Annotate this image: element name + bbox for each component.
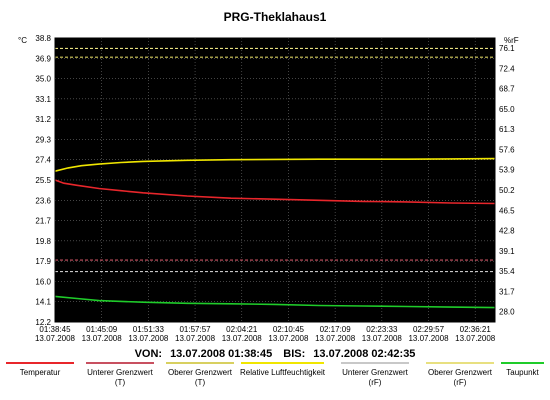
x-tick-date-label: 13.07.2008 <box>128 334 169 343</box>
legend-label: Temperatur <box>19 368 61 377</box>
plot-border <box>54 37 496 323</box>
range-to-value: 13.07.2008 02:42:35 <box>313 348 416 360</box>
legend-label-sub: (T) <box>114 378 126 387</box>
legend-swatch <box>86 362 154 364</box>
right-tick-label: 46.5 <box>499 206 515 215</box>
right-tick-label: 68.7 <box>499 85 515 94</box>
right-tick-label: 28.0 <box>499 308 515 317</box>
legend-item-relative-luftfeuchtigkeit: Relative Luftfeuchtigkeit <box>235 362 330 378</box>
series-line-3 <box>54 157 496 172</box>
left-tick-label: 38.8 <box>35 34 51 43</box>
left-tick-label: 21.7 <box>35 217 51 226</box>
legend-item-oberer-grenzwert-rf: Oberer Grenzwert (rF) <box>420 362 500 388</box>
x-tick-time-label: 02:36:21 <box>460 325 492 334</box>
x-tick-date-label: 13.07.2008 <box>35 334 76 343</box>
range-from-value: 13.07.2008 01:38:45 <box>170 348 273 360</box>
left-tick-label: 29.3 <box>35 135 51 144</box>
x-tick-date-label: 13.07.2008 <box>82 334 123 343</box>
x-tick-date-label: 13.07.2008 <box>408 334 449 343</box>
x-tick-time-label: 02:17:09 <box>320 325 352 334</box>
left-tick-label: 17.9 <box>35 257 51 266</box>
left-tick-label: 16.0 <box>35 277 51 286</box>
legend-label: Oberer Grenzwert <box>167 368 233 377</box>
x-tick-time-label: 02:29:57 <box>413 325 445 334</box>
left-tick-label: 12.2 <box>35 318 51 327</box>
right-tick-label: 65.0 <box>499 105 515 114</box>
legend-item-unterer-grenzwert-rf: Unterer Grenzwert (rF) <box>335 362 415 388</box>
right-tick-label: 76.1 <box>499 44 515 53</box>
left-tick-label: 14.1 <box>35 298 51 307</box>
right-tick-label: 72.4 <box>499 64 515 73</box>
x-tick-time-label: 02:23:33 <box>366 325 398 334</box>
series-line-0 <box>54 179 496 205</box>
x-tick-date-label: 13.07.2008 <box>268 334 309 343</box>
x-tick-date-label: 13.07.2008 <box>455 334 496 343</box>
x-tick-time-label: 01:57:57 <box>179 325 211 334</box>
left-tick-label: 35.0 <box>35 75 51 84</box>
right-tick-label: 39.1 <box>499 247 515 256</box>
legend-swatch <box>501 362 544 364</box>
left-tick-label: 27.4 <box>35 156 51 165</box>
right-tick-label: 53.9 <box>499 166 515 175</box>
legend-item-temperatur: Temperatur <box>0 362 80 378</box>
legend-label-sub: (rF) <box>453 378 467 387</box>
legend-label-sub: (T) <box>194 378 206 387</box>
range-from-label: VON: <box>134 348 163 360</box>
legend-label-sub: (rF) <box>368 378 382 387</box>
legend-label: Taupunkt <box>506 368 539 377</box>
legend-label: Oberer Grenzwert <box>427 368 493 377</box>
legend-swatch <box>241 362 324 364</box>
legend-item-taupunkt: Taupunkt <box>495 362 550 378</box>
series-line-6 <box>54 295 496 309</box>
right-tick-label: 42.8 <box>499 227 515 236</box>
right-axis-unit: %rF <box>504 36 519 45</box>
legend-label: Unterer Grenzwert <box>342 368 408 377</box>
legend-swatch <box>166 362 234 364</box>
left-tick-label: 33.1 <box>35 95 51 104</box>
x-tick-time-label: 01:38:45 <box>39 325 71 334</box>
x-tick-date-label: 13.07.2008 <box>362 334 403 343</box>
left-tick-label: 36.9 <box>35 54 51 63</box>
x-tick-time-label: 02:04:21 <box>226 325 258 334</box>
left-tick-label: 19.8 <box>35 237 51 246</box>
right-tick-label: 61.3 <box>499 125 515 134</box>
legend-swatch <box>426 362 494 364</box>
left-tick-label: 25.5 <box>35 176 51 185</box>
chart-title: PRG-Theklahaus1 <box>223 10 327 24</box>
x-tick-time-label: 01:51:33 <box>133 325 165 334</box>
right-tick-label: 31.7 <box>499 287 515 296</box>
x-tick-date-label: 13.07.2008 <box>222 334 263 343</box>
legend-swatch <box>6 362 74 364</box>
x-tick-time-label: 01:45:09 <box>86 325 118 334</box>
legend-label: Relative Luftfeuchtigkeit <box>240 368 325 377</box>
right-tick-label: 57.6 <box>499 145 515 154</box>
range-to-label: BIS: <box>283 348 306 360</box>
left-tick-label: 23.6 <box>35 196 51 205</box>
left-tick-label: 31.2 <box>35 115 51 124</box>
x-tick-date-label: 13.07.2008 <box>175 334 216 343</box>
legend-swatch <box>341 362 409 364</box>
time-range: VON: 13.07.2008 01:38:45 BIS: 13.07.2008 0… <box>0 348 550 360</box>
left-axis-unit: °C <box>18 36 27 45</box>
legend-item-unterer-grenzwert-t: Unterer Grenzwert (T) <box>80 362 160 388</box>
x-tick-date-label: 13.07.2008 <box>315 334 356 343</box>
legend-item-oberer-grenzwert-t: Oberer Grenzwert (T) <box>160 362 240 388</box>
right-tick-label: 35.4 <box>499 267 515 276</box>
right-tick-label: 50.2 <box>499 186 515 195</box>
x-tick-time-label: 02:10:45 <box>273 325 305 334</box>
legend-label: Unterer Grenzwert <box>87 368 153 377</box>
